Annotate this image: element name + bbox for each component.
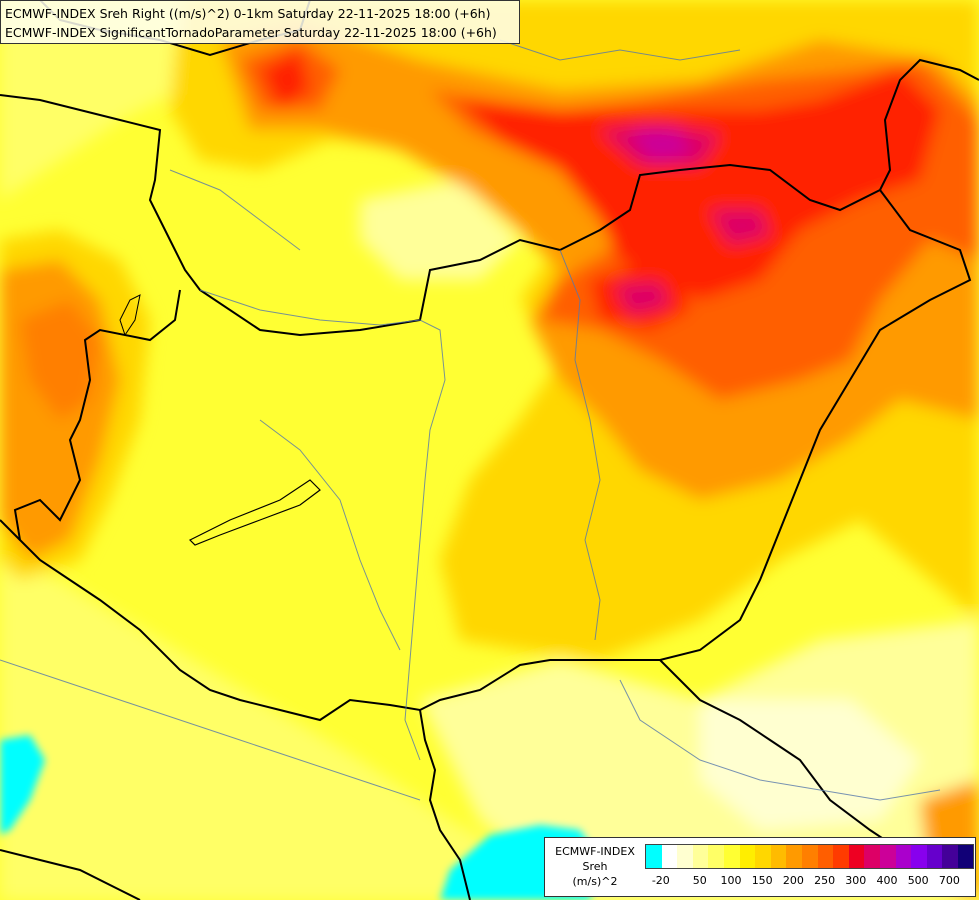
legend-swatch: [895, 845, 912, 868]
legend-tick-label: 500: [907, 874, 929, 887]
legend-tick-label: 50: [692, 874, 707, 887]
legend-swatch: [942, 845, 958, 868]
legend-tick-label: 400: [876, 874, 898, 887]
legend-variable: Sreh: [582, 860, 608, 873]
legend-swatch: [879, 845, 896, 868]
legend-tick-label: 100: [720, 874, 742, 887]
legend-swatch: [646, 845, 662, 868]
legend-swatch: [770, 845, 787, 868]
legend-color-scale: [645, 844, 975, 869]
legend-swatch: [864, 845, 880, 868]
lake-balaton-outline: [188, 479, 321, 546]
title-line-2: ECMWF-INDEX SignificantTornadoParameter …: [5, 25, 497, 40]
legend-tick-label: 200: [782, 874, 804, 887]
legend-tick-label: 300: [845, 874, 867, 887]
legend-swatch: [786, 845, 802, 868]
legend-ticks: -20 50 100 150 200 250 300 400 500 700: [645, 874, 973, 890]
legend-tick-label: 250: [814, 874, 836, 887]
legend-unit: (m/s)^2: [572, 875, 618, 888]
legend: ECMWF-INDEX Sreh (m/s)^2 -20 50 100 150 200 2…: [544, 837, 976, 897]
legend-swatch: [723, 845, 740, 868]
title-box: ECMWF-INDEX Sreh Right ((m/s)^2) 0-1km S…: [0, 0, 520, 44]
legend-swatch: [926, 845, 943, 868]
legend-model: ECMWF-INDEX: [555, 845, 635, 858]
legend-swatch: [817, 845, 834, 868]
legend-swatch: [661, 845, 678, 868]
legend-swatch: [677, 845, 693, 868]
legend-tick-label: 700: [938, 874, 960, 887]
title-line-1: ECMWF-INDEX Sreh Right ((m/s)^2) 0-1km S…: [5, 6, 491, 21]
legend-tick-label: -20: [651, 874, 670, 887]
legend-swatch: [957, 845, 974, 868]
legend-swatch: [739, 845, 756, 868]
rivers: [0, 39, 941, 801]
legend-swatch: [755, 845, 771, 868]
legend-swatch: [692, 845, 709, 868]
legend-swatch: [801, 845, 818, 868]
legend-swatch: [708, 845, 724, 868]
legend-swatch: [833, 845, 849, 868]
legend-swatch: [911, 845, 927, 868]
legend-swatch: [848, 845, 865, 868]
lake-neusiedl-outline: [119, 294, 141, 337]
legend-tick-label: 150: [751, 874, 773, 887]
legend-title: ECMWF-INDEX Sreh (m/s)^2: [545, 844, 645, 889]
